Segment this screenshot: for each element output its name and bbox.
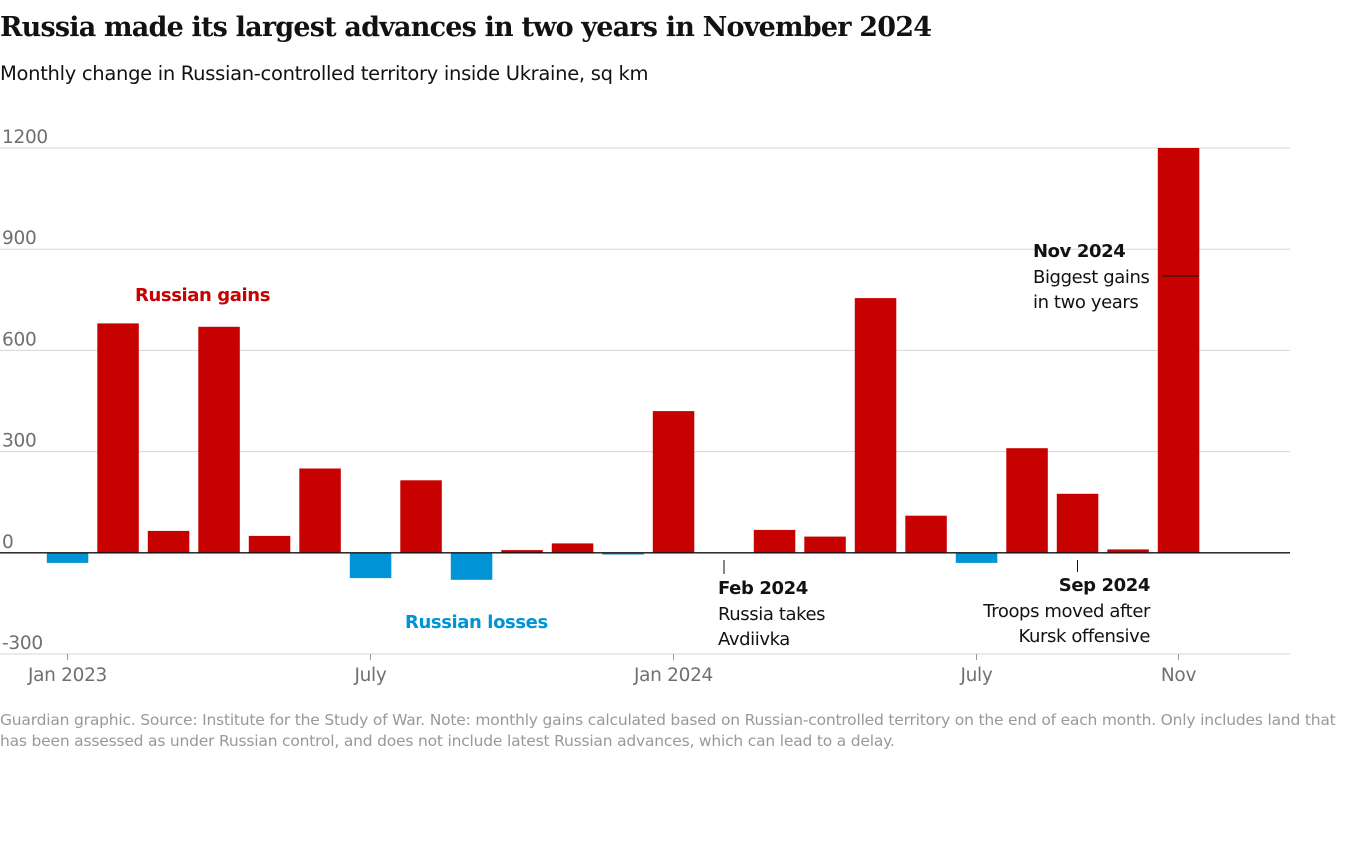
bar-gain [198,326,240,553]
bar-loss [955,552,998,563]
annotation-sep-2024-title: Sep 2024 [1059,575,1150,596]
bar-gain [551,543,594,553]
x-tick-label: Jan 2023 [27,665,107,686]
annotation-sep-2024-text: Troops moved after [982,601,1151,622]
bar-gain [905,515,947,553]
chart-source-note: Guardian graphic. Source: Institute for … [0,711,1336,750]
bar-gain [854,298,897,553]
annotation-feb-2024-title: Feb 2024 [718,578,808,599]
bar-gain [248,535,291,553]
annotation-sep-2024-text: Kursk offensive [1018,626,1150,647]
y-tick-label: -300 [2,633,43,654]
bar-gain [299,468,341,553]
bar-gain [1157,148,1200,553]
y-tick-label: 300 [2,431,36,452]
bar-gain [753,529,796,553]
bar-loss [602,552,644,555]
bar-gain [1006,448,1048,553]
series-label-losses: Russian losses [405,612,548,633]
bar-gain [97,323,139,553]
annotation-feb-2024-text: Russia takes [718,604,825,625]
bar-gain [804,536,846,553]
y-tick-label: 0 [2,532,13,553]
annotation-nov-2024-text: Biggest gains [1033,267,1149,288]
axis-layer: Jan 2023 July Jan 2024 July Nov [0,552,1290,686]
x-tick-label: Nov [1161,665,1197,686]
bar-loss [450,552,493,580]
bar-gain [1056,493,1099,553]
bar-loss [349,552,392,579]
chart-title: Russia made its largest advances in two … [0,12,932,43]
y-tick-label: 900 [2,228,36,249]
chart-subtitle: Monthly change in Russian-controlled ter… [0,62,649,85]
y-tick-label: 1200 [2,127,48,148]
bar-loss [46,552,89,563]
annotation-nov-2024-text: in two years [1033,292,1138,313]
x-tick-label: July [353,665,386,686]
series-label-gains: Russian gains [135,285,270,306]
bar-gain [1107,549,1149,553]
x-tick-label: July [959,665,992,686]
label-layer: Russian gains Russian losses Feb 2024 Russi… [135,241,1199,650]
y-tick-label: 600 [2,329,36,350]
bar-gain [147,530,190,553]
annotation-feb-2024-text: Avdiivka [718,629,790,650]
bar-layer [46,148,1200,580]
bar-gain [501,550,543,553]
x-tick-label: Jan 2024 [633,665,713,686]
bar-gain [652,411,695,553]
bar-gain [400,480,442,553]
annotation-nov-2024-title: Nov 2024 [1033,241,1125,262]
